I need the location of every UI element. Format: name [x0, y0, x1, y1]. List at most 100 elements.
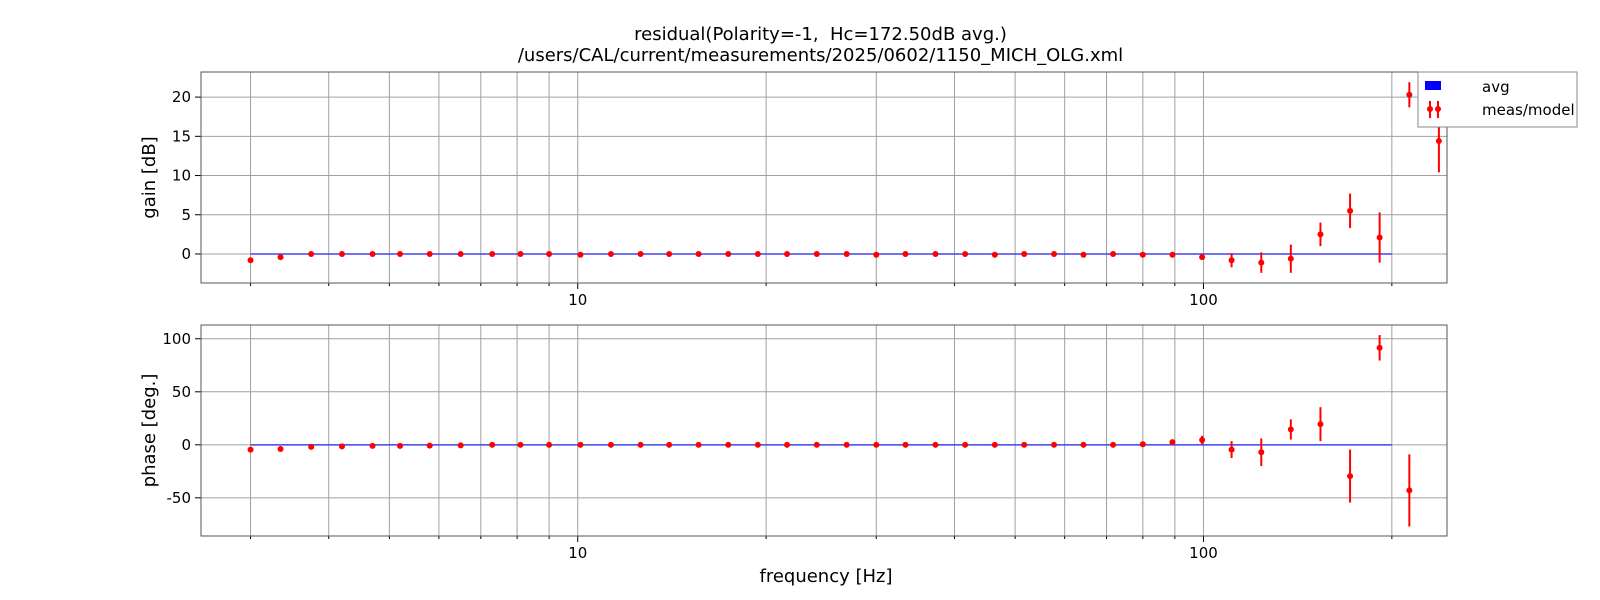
gain-panel: 0 5 10 15 20 10 100 gain [dB]: [139, 71, 1448, 309]
data-point: [1110, 250, 1117, 257]
data-point: [247, 257, 254, 264]
data-point: [546, 250, 553, 257]
data-point: [1139, 441, 1146, 448]
data-point: [1406, 487, 1413, 494]
chart-title-line-2: /users/CAL/current/measurements/2025/060…: [517, 45, 1124, 66]
data-point: [1228, 446, 1235, 453]
y-axis-label: gain [dB]: [139, 136, 160, 218]
plot-area: [201, 72, 1447, 283]
data-point: [1051, 441, 1058, 448]
data-point: [517, 250, 524, 257]
legend-meas-label: meas/model: [1482, 101, 1575, 119]
data-point: [517, 441, 524, 448]
data-point: [489, 441, 496, 448]
data-point: [902, 441, 909, 448]
x-tick-label: 100: [1189, 544, 1218, 562]
data-point: [1199, 254, 1206, 261]
data-point: [1317, 231, 1324, 238]
data-point: [1258, 259, 1265, 266]
data-point: [1110, 441, 1117, 448]
legend-point: [1435, 106, 1441, 112]
data-point: [843, 441, 850, 448]
data-point: [902, 250, 909, 257]
data-point: [784, 250, 791, 257]
y-tick-label: 10: [172, 167, 191, 185]
y-tick-label: 0: [181, 245, 191, 263]
data-point: [489, 250, 496, 257]
data-point: [577, 251, 584, 258]
data-point: [991, 251, 998, 258]
plot-area: [201, 325, 1447, 536]
legend-avg-swatch: [1425, 81, 1441, 90]
data-point: [666, 441, 673, 448]
data-point: [813, 250, 820, 257]
data-point: [1435, 138, 1442, 145]
legend-box: [1417, 71, 1578, 128]
data-point: [843, 250, 850, 257]
data-point: [962, 441, 969, 448]
data-point: [932, 250, 939, 257]
data-point: [338, 250, 345, 257]
data-point: [546, 441, 553, 448]
data-point: [1051, 250, 1058, 257]
x-tick-label: 100: [1189, 291, 1218, 309]
data-point: [784, 441, 791, 448]
data-point: [277, 254, 284, 261]
x-axis-label: frequency [Hz]: [759, 566, 892, 587]
data-point: [962, 250, 969, 257]
data-point: [607, 441, 614, 448]
data-point: [1376, 234, 1383, 241]
data-point: [308, 250, 315, 257]
data-point: [813, 441, 820, 448]
y-axis-label: phase [deg.]: [139, 374, 160, 488]
x-tick-label: 10: [568, 544, 587, 562]
data-point: [1080, 441, 1087, 448]
data-point: [577, 441, 584, 448]
y-tick-label: -50: [167, 489, 192, 507]
y-tick-label: 50: [172, 383, 191, 401]
y-tick-label: 15: [172, 127, 191, 145]
y-tick-label: 0: [181, 436, 191, 454]
data-point: [369, 442, 376, 449]
legend-meas-marker: [1427, 101, 1441, 118]
data-point: [247, 446, 254, 453]
data-point: [637, 250, 644, 257]
data-point: [426, 250, 433, 257]
data-point: [369, 250, 376, 257]
x-tick-label: 10: [568, 291, 587, 309]
legend: avg meas/model: [1417, 71, 1578, 128]
data-point: [1021, 441, 1028, 448]
data-point: [1287, 255, 1294, 262]
data-point: [308, 443, 315, 450]
data-point: [754, 250, 761, 257]
data-point: [873, 441, 880, 448]
phase-panel: -50 0 50 100 10 100 phase [deg.]: [139, 324, 1448, 562]
data-point: [1317, 421, 1324, 428]
data-point: [695, 250, 702, 257]
plot-frame: [200, 71, 1448, 284]
data-point: [873, 251, 880, 258]
data-point: [1287, 426, 1294, 433]
data-point: [1347, 473, 1354, 480]
legend-point: [1427, 106, 1433, 112]
y-tick-label: 100: [162, 330, 191, 348]
legend-avg-label: avg: [1482, 78, 1510, 96]
plot-frame: [200, 324, 1448, 537]
data-point: [695, 441, 702, 448]
data-point: [725, 441, 732, 448]
data-point: [1021, 250, 1028, 257]
data-point: [1080, 251, 1087, 258]
chart-title-line-1: residual(Polarity=-1, Hc=172.50dB avg.): [634, 24, 1007, 45]
y-tick-label: 5: [181, 206, 191, 224]
data-point: [457, 250, 464, 257]
data-point: [457, 442, 464, 449]
data-point: [607, 250, 614, 257]
data-point: [1228, 257, 1235, 264]
data-point: [338, 443, 345, 450]
data-point: [1258, 449, 1265, 456]
data-point: [666, 250, 673, 257]
data-point: [991, 441, 998, 448]
data-point: [1169, 251, 1176, 258]
y-tick-label: 20: [172, 88, 191, 106]
